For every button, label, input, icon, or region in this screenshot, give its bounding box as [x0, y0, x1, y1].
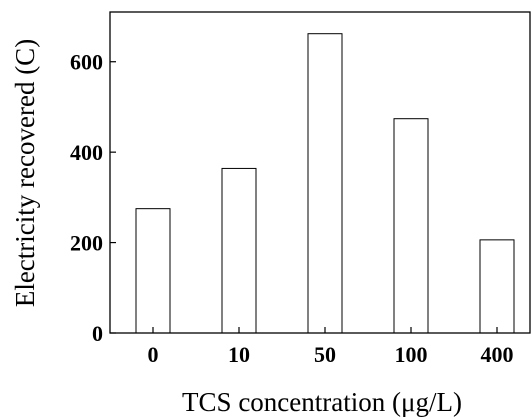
x-axis-ticks: 0 10 50 100 400	[148, 327, 514, 367]
y-axis-label: Electricity recovered (C)	[10, 39, 40, 307]
bar-400	[479, 239, 515, 334]
plot-frame	[109, 11, 531, 334]
x-tick-label: 400	[481, 342, 514, 367]
y-tick-label: 400	[70, 140, 103, 165]
y-tick-label: 200	[70, 231, 103, 256]
x-tick-label: 10	[228, 342, 250, 367]
bar-10	[221, 167, 257, 334]
y-axis-ticks: 0 200 400 600	[70, 50, 116, 346]
y-tick-label: 600	[70, 50, 103, 75]
bar-0	[135, 208, 171, 334]
bars-group	[135, 33, 515, 334]
x-tick-label: 50	[314, 342, 336, 367]
bar-100	[393, 118, 429, 334]
y-tick-label: 0	[92, 321, 103, 346]
bar-50	[307, 33, 343, 334]
x-tick-label: 100	[395, 342, 428, 367]
x-tick-label: 0	[148, 342, 159, 367]
x-axis-label: TCS concentration (μg/L)	[182, 387, 462, 417]
